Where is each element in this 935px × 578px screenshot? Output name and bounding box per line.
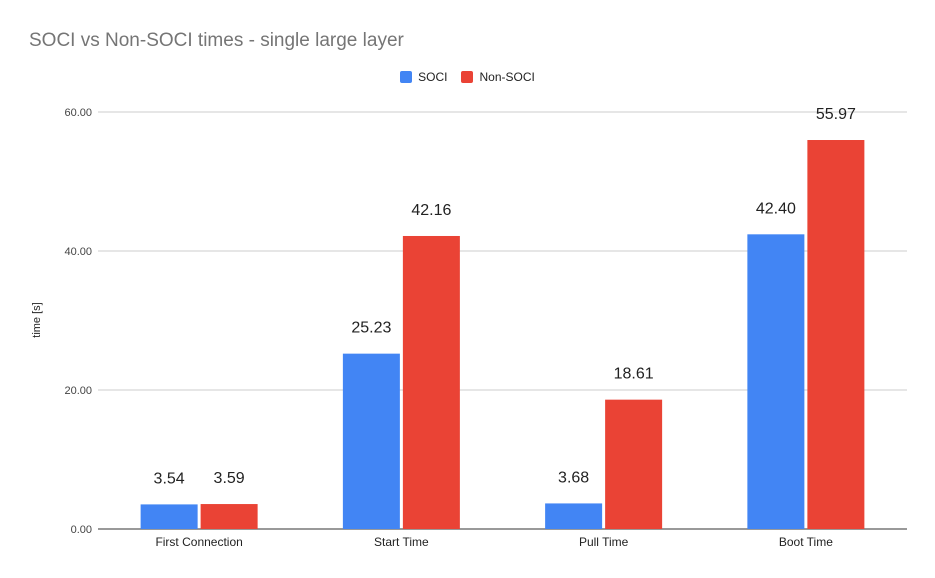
- bar: [402, 235, 460, 529]
- y-tick-label: 0.00: [71, 524, 92, 536]
- data-label: 18.61: [614, 366, 654, 383]
- x-tick-label: First Connection: [155, 535, 242, 549]
- legend-label-non-soci: Non-SOCI: [479, 70, 535, 84]
- data-label: 55.97: [816, 106, 856, 123]
- bar: [605, 399, 663, 529]
- y-tick-label: 20.00: [64, 385, 92, 397]
- x-tick-label: Boot Time: [779, 535, 833, 549]
- y-tick-label: 60.00: [64, 107, 92, 119]
- x-tick-label: Pull Time: [579, 535, 629, 549]
- bar: [200, 504, 258, 529]
- legend-swatch-soci: [400, 71, 413, 83]
- bar: [747, 234, 805, 529]
- bar: [140, 504, 198, 529]
- chart-legend: SOCI Non-SOCI: [0, 70, 935, 84]
- chart-title: SOCI vs Non-SOCI times - single large la…: [29, 30, 404, 51]
- x-tick-label: Start Time: [374, 535, 429, 549]
- data-label: 25.23: [351, 320, 391, 337]
- data-label: 3.54: [154, 470, 185, 487]
- data-label: 3.68: [558, 469, 589, 486]
- bar: [342, 353, 400, 529]
- legend-item-non-soci: Non-SOCI: [461, 70, 535, 84]
- legend-item-soci: SOCI: [400, 70, 447, 84]
- y-tick-label: 40.00: [64, 246, 92, 258]
- legend-label-soci: SOCI: [418, 70, 448, 84]
- data-label: 3.59: [214, 470, 245, 487]
- data-label: 42.40: [756, 200, 796, 217]
- data-label: 42.16: [411, 202, 451, 219]
- bar: [545, 503, 603, 529]
- bar: [807, 140, 865, 530]
- legend-swatch-non-soci: [461, 71, 474, 83]
